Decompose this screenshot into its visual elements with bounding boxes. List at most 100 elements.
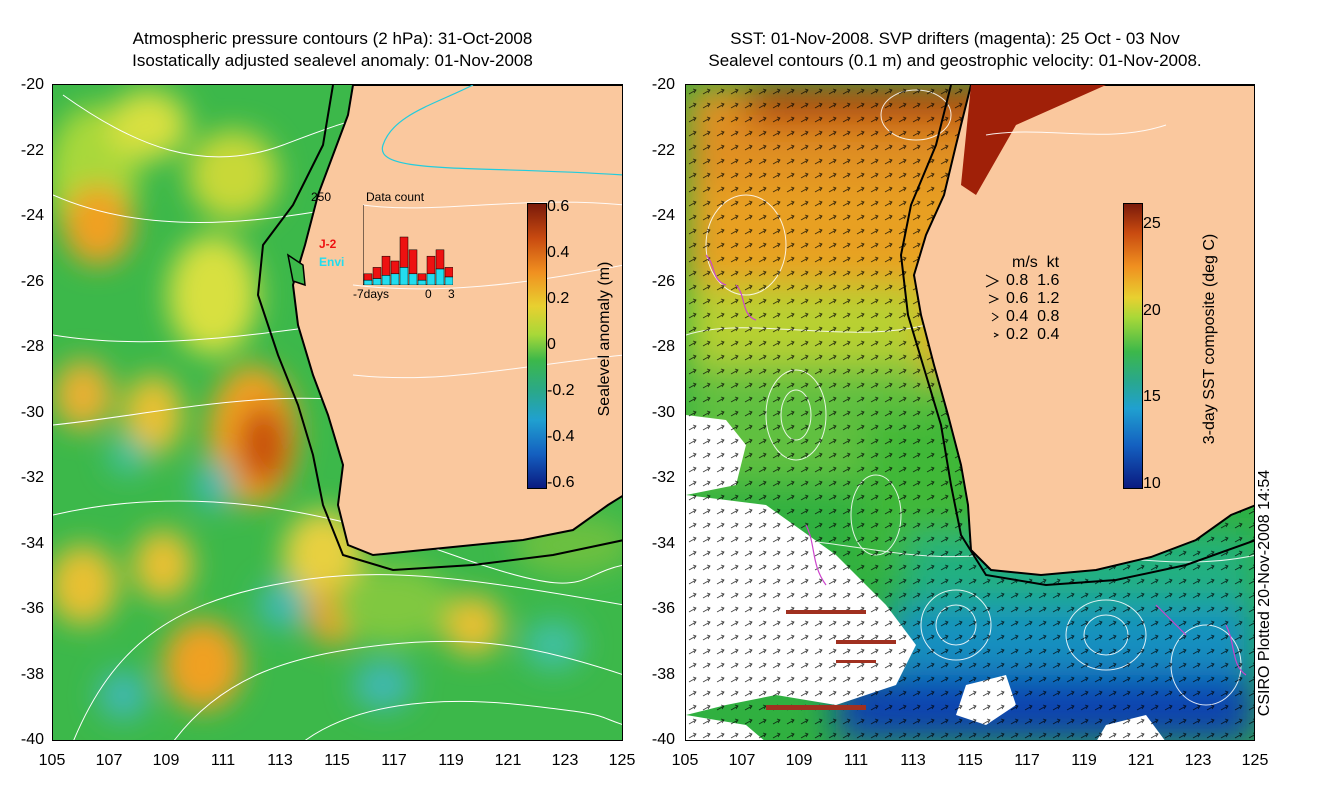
shark-bay-island [286, 253, 306, 287]
inset-bar-j2 [372, 267, 382, 279]
x-tick-label: 113 [900, 752, 926, 769]
sla-colorbar [527, 203, 547, 489]
y-tick-label: -22 [651, 141, 675, 159]
x-tick-label: 125 [1241, 752, 1269, 769]
inset-bars [363, 205, 453, 285]
inset-bar-envi [444, 276, 453, 285]
x-tick-label: 113 [267, 752, 293, 769]
velocity-legend: m/s kt 0.8 1.6 0.6 1.2 0.4 0.8 0.2 0.4 [984, 253, 1124, 353]
credit-label: CSIRO Plotted 20-Nov-2008 14:54 [1256, 469, 1273, 717]
y-tick-label: -30 [651, 403, 675, 421]
y-tick-label: -36 [20, 600, 44, 617]
right-title-line1: SST: 01-Nov-2008. SVP drifters (magenta)… [730, 29, 1180, 48]
inset-bar-envi [417, 279, 427, 285]
inset-title: Data count [366, 190, 425, 204]
inset-x-zero: 0 [425, 287, 432, 301]
velocity-legend-header: m/s kt [1012, 254, 1060, 271]
colorbar-tick-label: -0.6 [547, 474, 575, 491]
x-tick-label: 105 [38, 752, 66, 769]
y-tick-label: -38 [20, 665, 44, 683]
x-tick-label: 115 [324, 752, 350, 769]
inset-series-envi: Envi [319, 255, 345, 269]
inset-bar-envi [372, 278, 382, 285]
y-tick-label: -40 [651, 731, 675, 748]
velocity-legend-row: 0.8 1.6 [1006, 272, 1060, 289]
northern-warm-coast [961, 85, 1106, 195]
colorbar-tick-label: 10 [1143, 475, 1161, 492]
x-tick-label: 117 [1014, 752, 1040, 769]
x-tick-label: 107 [95, 752, 123, 769]
y-tick-label: -24 [651, 207, 675, 224]
velocity-legend-row: 0.6 1.2 [1006, 290, 1060, 307]
land-pressure-contours [352, 201, 622, 379]
cyan-outline [381, 85, 622, 176]
sst-colorbar-label: 3-day SST composite (deg C) [1201, 233, 1218, 445]
left-title-line1: Atmospheric pressure contours (2 hPa): 3… [132, 29, 533, 48]
x-tick-label: 105 [671, 752, 699, 769]
inset-bar-j2 [390, 260, 400, 275]
inset-bar-envi [435, 268, 445, 285]
inset-bar-j2 [426, 255, 436, 275]
coastline-shelf [899, 85, 1254, 587]
inset-bar-envi [408, 273, 418, 285]
x-tick-label: 119 [438, 752, 464, 769]
colorbar-tick-label: 20 [1143, 301, 1161, 319]
right-title-line2: Sealevel contours (0.1 m) and geostrophi… [708, 51, 1202, 70]
land-contours [985, 124, 1167, 136]
y-tick-label: -32 [651, 469, 675, 486]
x-tick-label: 121 [494, 752, 522, 769]
inset-x-end: 3 [448, 287, 455, 301]
x-tick-label: 111 [210, 752, 236, 769]
y-tick-label: -28 [651, 338, 675, 355]
sst-colorbar [1123, 203, 1143, 489]
x-tick-label: 123 [1184, 752, 1212, 769]
y-tick-label: -40 [20, 731, 44, 748]
inset-bar-j2 [444, 267, 453, 278]
y-tick-label: -38 [651, 665, 675, 683]
colorbar-tick-label: 0 [547, 336, 556, 353]
colorbar-tick-label: 0.2 [547, 290, 570, 307]
y-tick-label: -22 [20, 141, 44, 159]
velocity-legend-row: 0.4 0.8 [1006, 308, 1060, 325]
x-tick-label: 111 [843, 752, 869, 769]
left-title-line2: Isostatically adjusted sealevel anomaly:… [132, 51, 533, 70]
inset-bar-j2 [435, 249, 445, 270]
inset-bar-envi [381, 275, 391, 285]
x-tick-label: 109 [785, 752, 813, 769]
inset-ymax: 250 [311, 190, 332, 204]
x-tick-label: 125 [608, 752, 636, 769]
x-tick-label: 107 [728, 752, 756, 769]
inset-bar-j2 [381, 255, 391, 276]
colorbar-tick-label: 15 [1143, 388, 1161, 406]
left-map: 250 Data count J-2 Envi -7days 0 3 [52, 84, 623, 741]
colorbar-tick-label: 0.6 [547, 198, 570, 215]
x-tick-label: 121 [1127, 752, 1155, 769]
y-tick-label: -34 [651, 534, 675, 552]
y-tick-label: -20 [651, 76, 675, 93]
inset-bar-envi [426, 273, 436, 285]
right-map: m/s kt 0.8 1.6 0.6 1.2 0.4 0.8 0.2 0.4 [685, 84, 1255, 741]
y-tick-label: -26 [20, 272, 44, 290]
data-count-inset: 250 Data count J-2 Envi -7days 0 3 [311, 185, 461, 305]
y-tick-label: -26 [651, 272, 675, 290]
colorbar-tick-label: 25 [1143, 215, 1161, 232]
inset-x-start: -7days [353, 287, 390, 301]
velocity-legend-row: 0.2 0.4 [1006, 326, 1060, 343]
velocity-legend-arrows [985, 274, 1000, 338]
x-tick-label: 109 [152, 752, 180, 769]
colorbar-tick-label: -0.4 [547, 428, 575, 445]
y-tick-label: -28 [20, 338, 44, 355]
inset-series-j2: J-2 [319, 237, 337, 251]
inset-bar-j2 [363, 273, 373, 281]
x-tick-label: 119 [1071, 752, 1097, 769]
x-tick-label: 117 [381, 752, 407, 769]
y-tick-label: -20 [20, 76, 44, 93]
x-tick-label: 123 [551, 752, 579, 769]
y-tick-label: -34 [20, 534, 44, 552]
inset-bar-j2 [399, 236, 409, 268]
x-tick-label: 115 [957, 752, 983, 769]
colorbar-tick-label: 0.4 [547, 244, 570, 261]
sla-colorbar-label: Sealevel anomaly (m) [596, 261, 613, 417]
y-tick-label: -24 [20, 207, 44, 224]
data-artifacts [766, 610, 896, 710]
